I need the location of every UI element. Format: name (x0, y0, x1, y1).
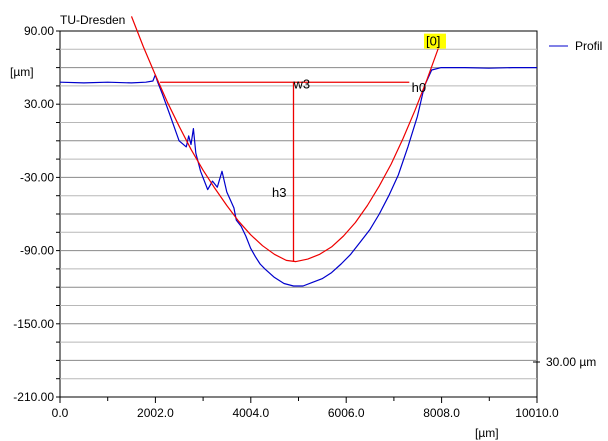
annotation-h0: h0 (412, 80, 426, 95)
x-tick-label: 4004.0 (232, 406, 269, 420)
y-tick-label: -150.00 (13, 317, 54, 331)
legend-label-profil: Profil (575, 39, 602, 53)
y-tick-label: 30.00 (24, 97, 54, 111)
y-axis-label: [µm] (10, 65, 34, 79)
y-tick-label: -30.00 (20, 170, 54, 184)
series-line-profil (59, 66, 537, 287)
x-tick-label: 8008.0 (423, 406, 460, 420)
y-tick-label: 90.00 (24, 24, 54, 38)
x-axis-ticks: 0.0 2002.0 4004.0 6006.0 8008.0 10010.0 (52, 397, 559, 420)
x-tick-label: 10010.0 (515, 406, 559, 420)
series-layer (59, 16, 537, 287)
chart-title: TU-Dresden (60, 13, 125, 27)
x-tick-label: 6006.0 (328, 406, 365, 420)
y-tick-label: -90.00 (20, 244, 54, 258)
annotation-highlight (423, 33, 446, 49)
measurement-overlay: w3 h3 h0 [0] (160, 33, 446, 262)
legend: Profil (549, 39, 602, 53)
annotation-w3: w3 (292, 76, 310, 91)
series-line-fit (130, 16, 440, 263)
y-axis-ticks: 90.00 30.00 -30.00 -90.00 -150.00 -210.00 (13, 24, 60, 404)
grid-lines (60, 48, 537, 380)
y-tick-label: -210.00 (13, 390, 54, 404)
x-axis-label: [µm] (475, 426, 499, 440)
x-tick-label: 0.0 (52, 406, 69, 420)
scale-note: 30.00 µm (546, 355, 596, 369)
annotation-0: [0] (426, 34, 440, 49)
x-tick-label: 2002.0 (137, 406, 174, 420)
annotation-h3: h3 (272, 185, 286, 200)
